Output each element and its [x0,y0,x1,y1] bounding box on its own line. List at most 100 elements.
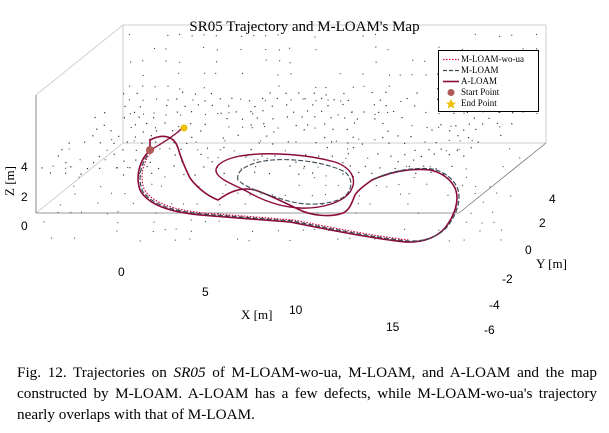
map-point [458,148,460,150]
map-point [178,72,180,74]
map-point [191,35,193,37]
map-point [401,117,403,119]
map-point [204,221,206,223]
map-point [388,142,390,144]
map-point [130,61,132,63]
map-point [271,194,273,196]
map-point [353,122,356,124]
map-point [500,239,502,241]
trajectory-inner-loop [215,153,355,209]
map-point [231,97,233,99]
y-axis-label: Y [m] [536,256,567,271]
map-point [268,173,271,175]
map-point [399,193,401,195]
map-point [262,97,264,99]
map-point [337,114,339,116]
map-point [122,149,124,151]
map-point [171,203,173,205]
map-point [379,167,381,169]
map-point [194,93,197,95]
trajectory-m-loam [139,149,460,242]
map-point [536,48,538,50]
map-point [509,148,511,150]
map-point [382,122,384,125]
map-point [223,172,225,174]
y-tick: -6 [484,323,495,337]
x-axis-label: X [m] [241,307,273,322]
map-point [448,154,450,156]
map-point [155,130,157,132]
map-point [94,116,96,119]
map-point [61,149,63,151]
map-point [415,172,417,174]
map-point [266,158,268,160]
map-point [463,155,465,157]
map-point [286,104,288,106]
map-point [496,122,499,124]
map-point [312,172,314,174]
map-point [68,148,70,150]
map-point [324,137,326,139]
map-point [375,61,377,63]
map-point [237,192,239,194]
map-point [304,98,306,100]
map-point [461,48,463,50]
map-point [146,194,148,196]
map-point [128,99,130,101]
map-point [151,172,153,174]
legend-label-end-point: End Point [461,98,497,108]
map-point [431,129,433,131]
map-point [257,159,259,161]
map-point [278,49,280,51]
map-point [373,104,375,106]
map-point [397,135,399,137]
map-point [536,33,538,35]
map-point [198,185,200,187]
map-point [149,161,151,163]
map-point [361,143,363,145]
map-point [160,185,162,187]
map-point [337,184,339,186]
y-tick: -2 [502,272,513,286]
y-tick: -4 [489,298,500,312]
map-point [315,100,317,102]
y-tick: 2 [539,216,546,230]
map-point [57,212,59,214]
map-point [146,165,148,168]
map-point [52,165,54,167]
map-point [142,85,144,87]
map-point [223,146,225,149]
map-point [217,113,219,115]
map-point [41,167,43,169]
legend: M-LOAM-wo-ua M-LOAM A-LOAM Start Point E… [438,50,539,112]
map-point [302,229,304,231]
map-point [113,142,115,144]
end-point-marker [180,124,188,132]
map-point [190,111,193,113]
map-point [313,177,315,179]
map-point [470,212,472,214]
map-point [482,201,484,203]
map-point [315,49,317,51]
legend-label-m-loam-wo-ua: M-LOAM-wo-ua [461,54,524,64]
map-point [386,186,388,188]
map-point [312,104,314,106]
map-point [194,174,196,176]
map-point [116,167,118,169]
map-point [174,239,176,241]
map-point [307,124,309,126]
map-point [79,159,81,161]
map-point [474,192,476,194]
map-point [470,147,472,149]
map-point [124,105,126,107]
map-point [203,87,205,89]
map-point [59,204,61,206]
map-point [153,112,155,114]
caption-text: of M-LOAM-wo-ua, M-LOAM, and A-LOAM and … [17,364,597,423]
map-point [385,91,387,93]
map-point [465,176,467,178]
map-point [351,111,353,113]
map-point [99,142,101,144]
map-point [512,112,514,114]
map-point [475,128,477,130]
